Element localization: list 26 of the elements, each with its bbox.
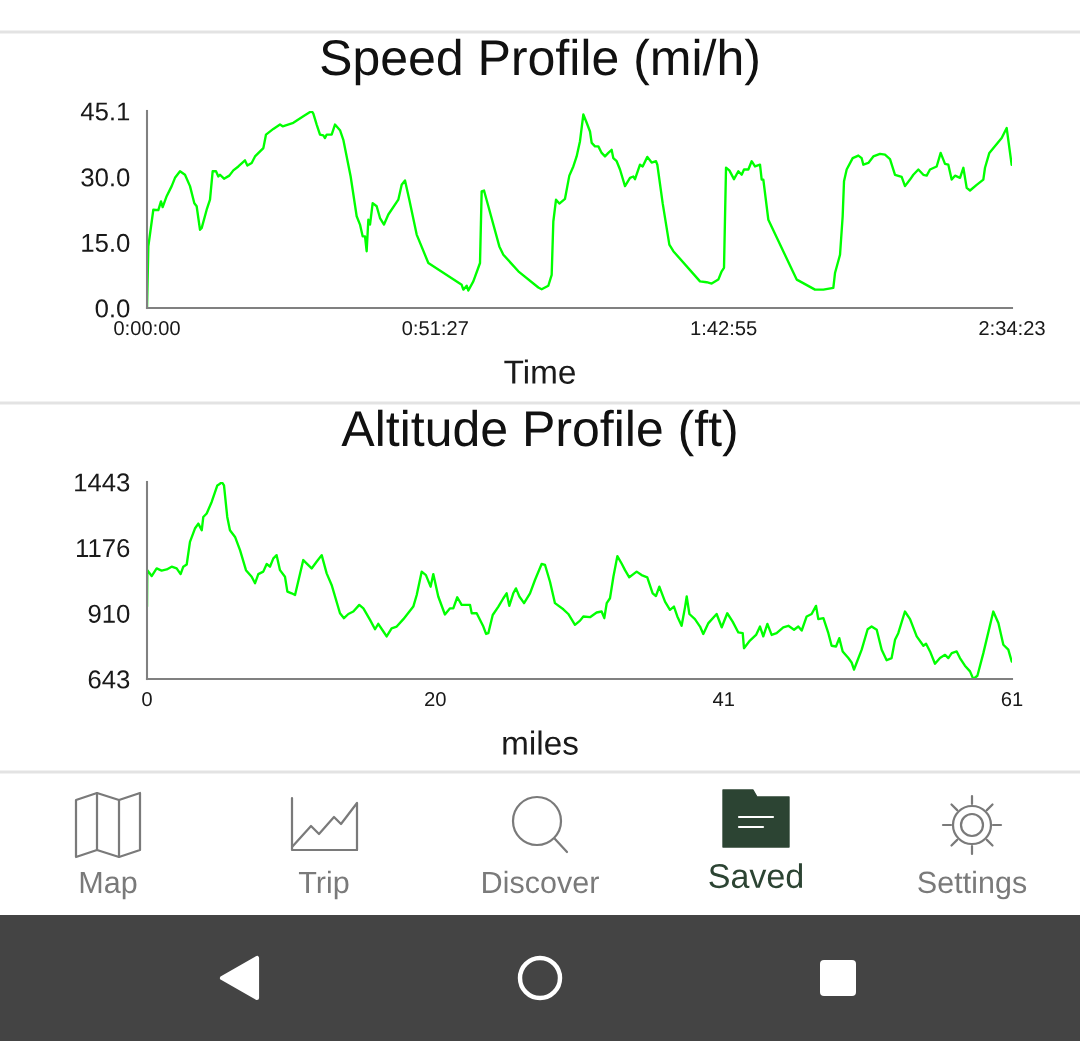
line-series [147, 482, 1012, 679]
x-tick-label: 2:34:23 [979, 321, 1045, 336]
text: Saved [709, 863, 803, 889]
y-tick-label: 30.0 [81, 168, 130, 187]
text: Map [80, 871, 137, 900]
x-axis-title: miles [503, 730, 578, 755]
y-tick-label: 910 [88, 604, 130, 623]
x-tick-label: 41 [712, 692, 734, 707]
x-tick-label: 0 [142, 692, 152, 707]
x-tick-label: 20 [425, 692, 446, 707]
y-tick-label: 643 [88, 670, 130, 689]
chart-title: Speed Profile (mi/h) [321, 38, 758, 86]
x-tick-label: 0:51:27 [402, 321, 468, 336]
chart-title: Altitude Profile (ft) [341, 409, 736, 457]
x-tick-label: 0:00:00 [114, 321, 180, 336]
y-tick-label: 0.0 [95, 299, 130, 318]
y-tick-label: 45.1 [80, 102, 130, 121]
y-tick-label: 1443 [75, 473, 130, 492]
x-tick-label: 61 [1001, 692, 1023, 707]
text: Trip [298, 870, 349, 900]
y-tick-label: 15.0 [82, 233, 130, 253]
x-axis-title: Time [504, 359, 575, 384]
text: Discover [483, 870, 599, 894]
text: Settings [918, 870, 1027, 900]
x-tick-label: 1:42:55 [691, 321, 757, 336]
y-tick-label: 1176 [77, 539, 130, 558]
